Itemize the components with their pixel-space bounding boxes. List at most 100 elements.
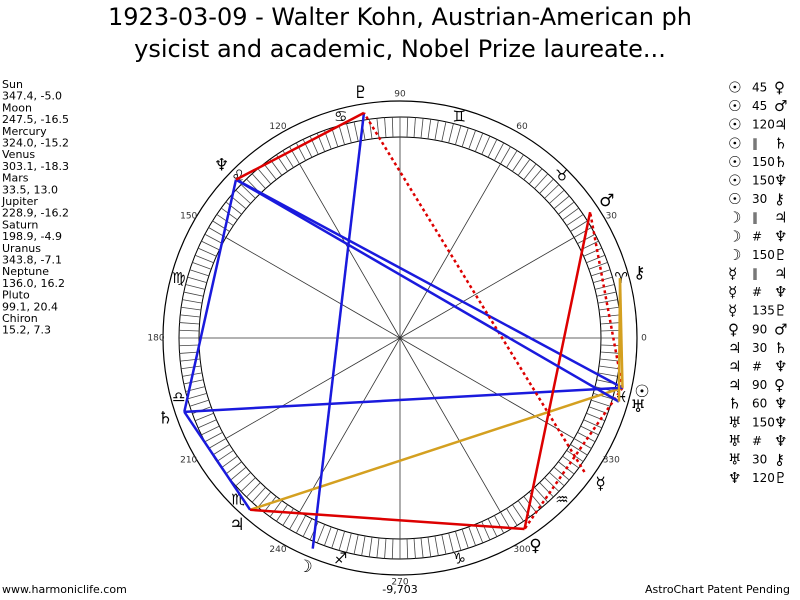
ring-tick [448, 123, 454, 144]
ring-tick [577, 432, 596, 443]
aspect-from: ☽ [728, 209, 741, 227]
planet-coords: 324.0, -15.2 [2, 137, 69, 150]
aspect-line [523, 387, 624, 530]
ring-tick [577, 233, 596, 244]
ring-tick [586, 254, 606, 264]
planet-name: Mercury [2, 125, 47, 138]
ring-tick [183, 291, 204, 297]
zodiac-sign: ♑ [453, 550, 466, 568]
planet-glyph: ♃ [229, 515, 244, 535]
ring-tick [600, 351, 621, 354]
aspect-type: 90 [752, 322, 767, 336]
ring-tick [474, 132, 484, 152]
ring-tick [230, 466, 247, 481]
aspect-to: ⚷ [774, 190, 785, 208]
ring-tick [368, 536, 373, 557]
ring-tick [194, 412, 214, 422]
aspect-line [183, 179, 238, 413]
ring-tick [528, 168, 543, 185]
ring-tick [361, 535, 366, 556]
ring-tick [246, 482, 261, 498]
spoke [225, 337, 401, 439]
ring-tick [553, 195, 570, 210]
ring-tick [197, 247, 217, 257]
ring-tick [182, 299, 203, 304]
ring-tick [441, 534, 447, 555]
degree-label: 90 [394, 90, 406, 100]
ring-tick [346, 532, 352, 553]
degree-label: 60 [516, 122, 528, 132]
aspect-line [249, 386, 623, 512]
ring-tick [591, 399, 611, 407]
zodiac-sign: ♏ [231, 490, 245, 508]
ring-tick [487, 139, 498, 158]
ring-tick [201, 425, 220, 436]
aspect-to: ♄ [774, 134, 787, 152]
aspect-from: ☉ [728, 116, 741, 134]
ring-tick [181, 365, 202, 370]
ring-tick [474, 524, 484, 544]
ring-tick [544, 477, 560, 492]
aspect-to: ♃ [774, 265, 787, 283]
ring-tick [573, 227, 592, 238]
aspect-type: 150 [752, 174, 775, 188]
aspect-to: ♆ [774, 227, 787, 245]
zodiac-sign: ♉ [555, 167, 568, 185]
ring-tick [512, 504, 524, 522]
ring-tick [376, 118, 380, 139]
planet-glyph: ⚷ [633, 263, 645, 283]
zodiac-sign: ♊ [453, 107, 466, 125]
ring-tick [263, 163, 277, 180]
ring-tick [427, 119, 432, 140]
aspect-type: 30 [752, 453, 767, 467]
planet-coords: 198.9, -4.9 [2, 230, 62, 243]
aspect-type: 45 [752, 81, 767, 95]
ring-tick [235, 189, 251, 204]
ring-tick [600, 344, 621, 347]
zodiac-sign: ♐ [334, 550, 347, 568]
ring-tick [455, 125, 462, 145]
aspect-to: ♇ [774, 469, 787, 487]
ring-tick [187, 393, 207, 400]
ring-tick [494, 515, 505, 534]
ring-tick [597, 372, 618, 377]
aspect-type: 120 [752, 118, 775, 132]
ring-tick [434, 120, 439, 141]
spoke [399, 163, 501, 339]
aspect-to: ♀ [774, 376, 785, 394]
aspect-type: # [752, 229, 762, 243]
aspect-from: ☉ [728, 79, 741, 97]
ring-tick [566, 214, 584, 226]
ring-tick [269, 500, 283, 518]
aspect-type: 150 [752, 155, 775, 169]
ring-tick [481, 135, 491, 155]
aspect-to: ♀ [774, 79, 785, 97]
planet-glyph: ☉ [634, 382, 649, 402]
ring-tick [544, 184, 560, 199]
ring-tick [549, 472, 565, 487]
ring-tick [468, 130, 476, 150]
planet-name: Pluto [2, 289, 30, 302]
planet-glyph: ♅ [631, 397, 646, 417]
ring-tick [468, 526, 476, 546]
ring-tick [179, 322, 200, 325]
aspect-type: 30 [752, 341, 767, 355]
ring-tick [225, 461, 242, 475]
aspect-type: ∥ [752, 211, 758, 225]
ring-tick [197, 419, 217, 429]
planet-coords: 228.9, -16.2 [2, 207, 69, 220]
degree-label: 180 [147, 334, 164, 344]
aspect-from: ♃ [728, 358, 741, 376]
planet-glyph: ♀ [529, 536, 541, 556]
ring-tick [506, 508, 518, 526]
spoke [399, 237, 575, 339]
ring-tick [549, 189, 565, 204]
ring-tick [257, 168, 272, 185]
aspect-from: ☽ [728, 246, 741, 264]
ring-tick [558, 201, 575, 215]
degree-label: 270 [391, 578, 408, 588]
planet-name: Neptune [2, 265, 49, 278]
ring-tick [427, 536, 432, 557]
zodiac-sign: ♋ [334, 107, 347, 125]
